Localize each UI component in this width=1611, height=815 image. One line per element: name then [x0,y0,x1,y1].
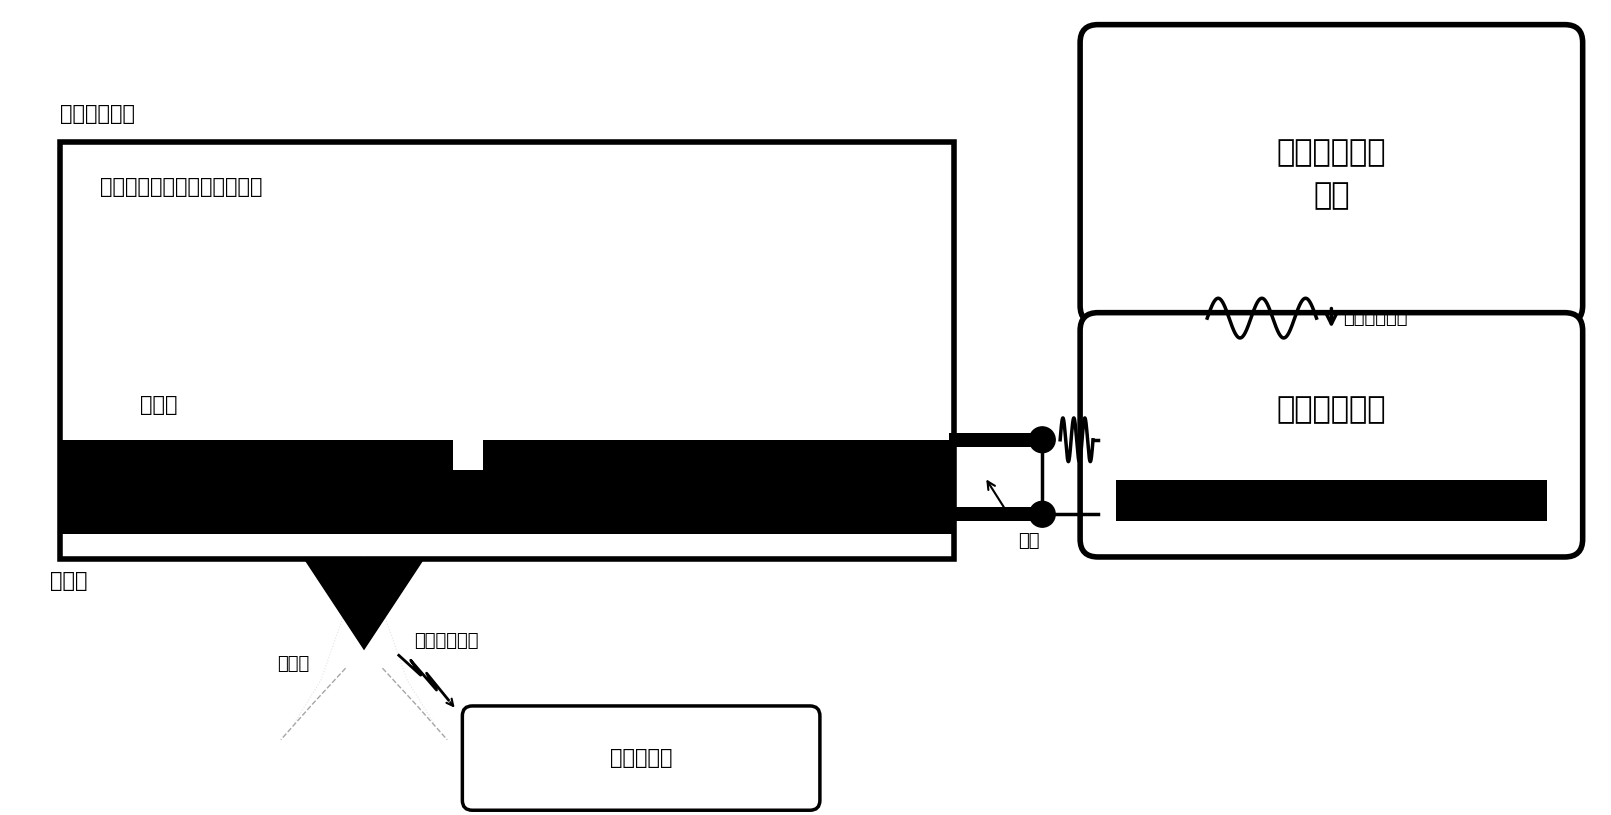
Polygon shape [303,557,425,650]
Bar [60,440,954,514]
Text: 交流信号输入: 交流信号输入 [1344,309,1408,327]
Text: 玻璃片: 玻璃片 [50,570,87,591]
FancyBboxPatch shape [1079,313,1582,557]
FancyBboxPatch shape [1079,24,1582,324]
Circle shape [1029,501,1055,527]
Bar [949,507,1039,522]
Text: 激发光: 激发光 [277,655,309,673]
Text: 荧光信号输出: 荧光信号输出 [414,632,478,650]
FancyBboxPatch shape [462,706,820,810]
Bar [453,440,483,469]
Text: 电极: 电极 [1018,531,1039,549]
Text: 纳米孔检测池: 纳米孔检测池 [60,104,135,124]
Bar [949,433,1039,447]
Circle shape [1029,427,1055,452]
Bar [60,537,954,559]
Bar [60,142,954,559]
Text: 低折射率介质（含荧光探针）: 低折射率介质（含荧光探针） [100,177,263,196]
Bar [60,142,954,440]
Bar [60,514,954,534]
Bar [1116,479,1547,522]
Text: 荧光检测器: 荧光检测器 [611,748,672,768]
Text: 纳米孔: 纳米孔 [140,395,177,415]
Text: 交流信号发生
系统: 交流信号发生 系统 [1276,139,1385,210]
Text: 电流放大系统: 电流放大系统 [1276,395,1385,425]
